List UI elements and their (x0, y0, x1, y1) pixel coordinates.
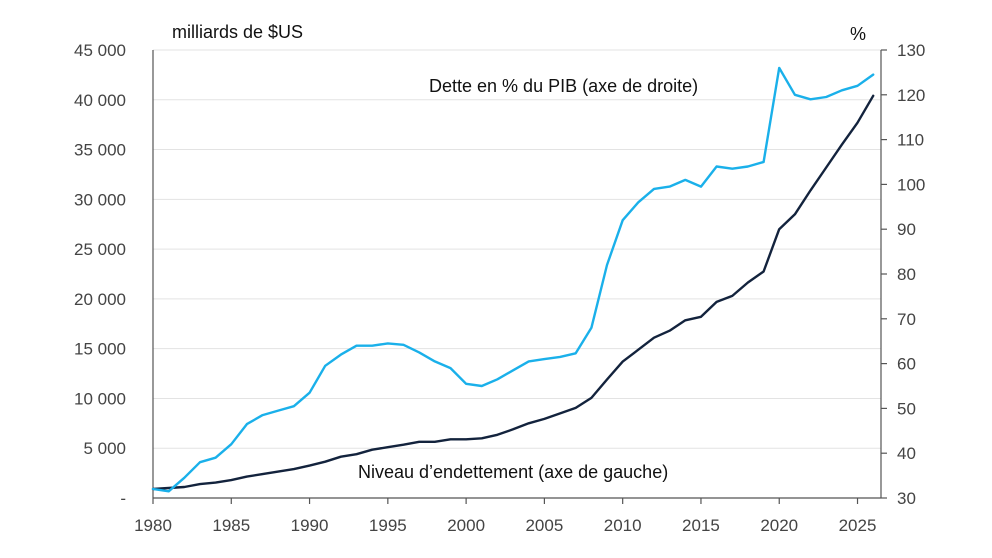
left-tick-label: - (120, 489, 126, 508)
left-tick-label: 25 000 (74, 240, 126, 259)
left-tick-label: 20 000 (74, 290, 126, 309)
x-axis-ticks: 1980 1985 1990 1995 2000 2005 2010 2015 2020 2025 (134, 498, 876, 535)
x-tick-label: 2010 (604, 516, 642, 535)
left-tick-label: 35 000 (74, 141, 126, 160)
right-tick-label: 70 (897, 310, 916, 329)
left-tick-label: 45 000 (74, 41, 126, 60)
left-tick-label: 15 000 (74, 340, 126, 359)
left-tick-label: 10 000 (74, 389, 126, 408)
right-tick-label: 40 (897, 444, 916, 463)
x-tick-label: 2000 (447, 516, 485, 535)
right-tick-label: 60 (897, 355, 916, 374)
right-tick-label: 30 (897, 489, 916, 508)
series-lines (151, 66, 875, 493)
right-tick-label: 130 (897, 41, 925, 60)
x-tick-label: 1990 (291, 516, 329, 535)
right-tick-label: 90 (897, 220, 916, 239)
left-tick-label: 40 000 (74, 91, 126, 110)
x-tick-label: 1995 (369, 516, 407, 535)
left-tick-label: 30 000 (74, 190, 126, 209)
right-series-annotation: Dette en % du PIB (axe de droite) (429, 76, 698, 96)
debt-to-gdp-line (151, 66, 875, 493)
right-tick-label: 120 (897, 86, 925, 105)
right-tick-label: 110 (897, 131, 924, 150)
right-axis-unit-label: % (850, 24, 866, 44)
left-tick-label: 5 000 (83, 439, 126, 458)
right-tick-label: 50 (897, 399, 916, 418)
right-tick-label: 100 (897, 175, 925, 194)
x-tick-label: 2005 (525, 516, 563, 535)
x-tick-label: 2020 (760, 516, 798, 535)
right-tick-label: 80 (897, 265, 916, 284)
x-tick-label: 1980 (134, 516, 172, 535)
right-axis-ticks: 30 40 50 60 70 80 90 100 110 120 130 (881, 41, 925, 508)
x-tick-label: 1985 (212, 516, 250, 535)
left-axis-ticks: - 5 000 10 000 15 000 20 000 25 000 30 000 35 0… (74, 41, 126, 508)
left-series-annotation: Niveau d’endettement (axe de gauche) (358, 462, 668, 482)
left-axis-unit-label: milliards de $US (172, 22, 303, 42)
x-tick-label: 2025 (839, 516, 877, 535)
gridlines (153, 49, 881, 449)
x-tick-label: 2015 (682, 516, 720, 535)
